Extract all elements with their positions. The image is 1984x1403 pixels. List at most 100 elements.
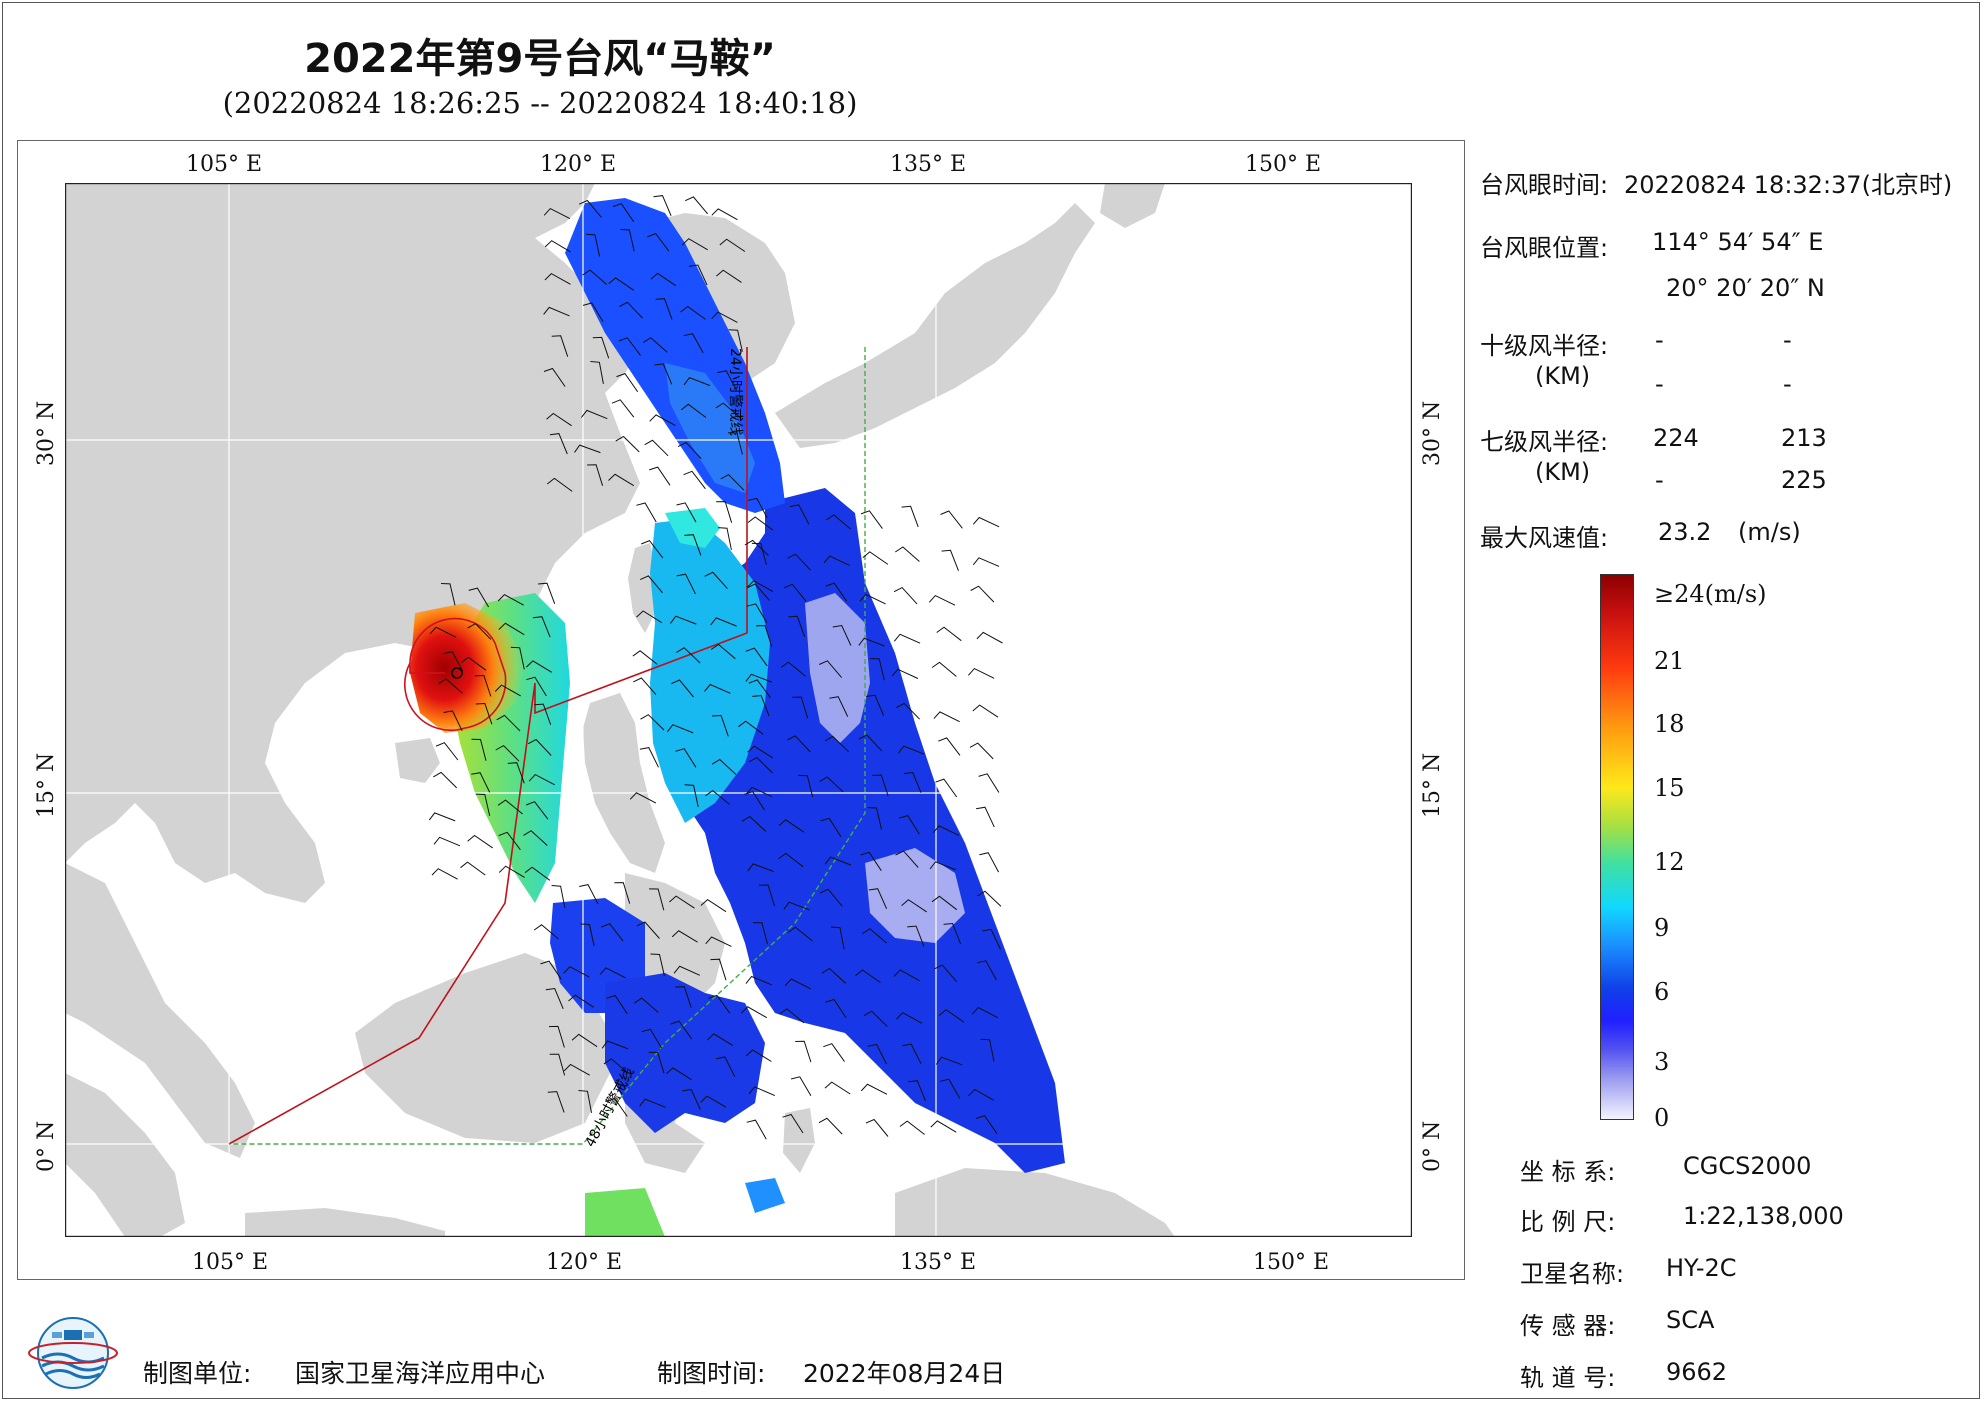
wind-barb [728, 329, 743, 352]
wind-barb [933, 964, 958, 983]
wind-barb [747, 745, 774, 759]
wind-barb [544, 272, 571, 285]
wind-barb [649, 466, 671, 486]
swath-east-teal [650, 518, 770, 823]
wind-barb [540, 960, 562, 980]
wind-barb [783, 901, 810, 911]
legend-label-9: 9 [1654, 914, 1670, 942]
wind-barb [670, 1020, 693, 1040]
wind-barb [747, 580, 774, 593]
wind-barb [893, 633, 921, 644]
swath-east-pale-lower [865, 848, 965, 943]
land-halmahera [783, 1108, 815, 1173]
wind-barb [982, 928, 1001, 950]
wind-barb [932, 825, 960, 836]
wind-barb [745, 786, 773, 798]
wind-barb [896, 1012, 923, 1024]
wind-barb [587, 464, 604, 486]
swath-north-light [665, 363, 755, 493]
wind-barb [563, 1063, 590, 1076]
wind-barb [867, 1043, 887, 1065]
wind-barb [682, 1088, 701, 1110]
wind-barb [700, 898, 727, 913]
wind-barb [715, 1056, 736, 1077]
wind-barb [898, 815, 920, 835]
wind-barb [680, 305, 706, 320]
max-wind-value: 23.2 [1658, 518, 1712, 546]
map-date-label: 制图时间: [657, 1359, 766, 1388]
land-japan [775, 203, 1095, 448]
wind-barb [644, 439, 669, 457]
wind-barb [862, 928, 887, 944]
warning-line-24h-label: 24小时警戒线 [727, 348, 743, 436]
wind-barb [580, 923, 595, 947]
wind-barb [968, 667, 995, 679]
wind-barb [866, 694, 885, 716]
wind-barb [705, 936, 732, 947]
r10-label: 十级风半径: [1480, 332, 1609, 360]
wind-barb [823, 555, 850, 566]
wind-barb [655, 298, 673, 320]
wind-barb [438, 678, 463, 694]
land-japan-hokkaido [1100, 183, 1165, 228]
wind-barb [858, 637, 885, 647]
wind-barb [543, 306, 570, 317]
wind-barb [636, 502, 657, 523]
wind-barb [976, 631, 1003, 644]
legend-label-21: 21 [1654, 647, 1685, 675]
wind-barb [669, 895, 695, 909]
wind-barb [665, 1067, 692, 1081]
map-title: 2022年第9号台风“马鞍” [304, 36, 776, 82]
wind-barb [708, 994, 731, 1014]
wind-barb [545, 987, 564, 1009]
wind-barb [546, 477, 573, 492]
lat-label-left-30: 30° N [34, 400, 59, 466]
eye-position-lat: 20° 20′ 20″ N [1666, 274, 1825, 302]
wind-barb [549, 433, 568, 455]
swath-typhoon-core [410, 603, 525, 733]
r10-value-ne: - [1655, 326, 1664, 354]
wind-barb [968, 1088, 995, 1101]
wind-barb [819, 776, 844, 793]
wind-barb [938, 737, 961, 756]
wind-barb [683, 333, 704, 354]
wind-barb [683, 376, 711, 387]
wind-barb [976, 960, 997, 981]
wind-barb [475, 793, 491, 817]
wind-barb [820, 817, 842, 838]
wind-barb [683, 470, 706, 490]
scale-label: 比 例 尺: [1520, 1208, 1616, 1236]
wind-barb [677, 441, 702, 459]
wind-barb [895, 850, 919, 868]
wind-barb [908, 1080, 926, 1102]
wind-barb [787, 553, 811, 571]
wind-barb [896, 702, 920, 720]
wind-barb [978, 773, 1000, 793]
max-wind-unit: (m/s) [1738, 518, 1801, 546]
wind-barb [972, 704, 999, 718]
lat-label-right-30: 30° N [1420, 400, 1445, 466]
wind-barb [700, 1095, 727, 1108]
wind-barb [551, 335, 569, 357]
wind-barb [751, 542, 767, 565]
wind-barb [872, 774, 889, 797]
wind-barb [779, 1008, 805, 1024]
wind-barb [704, 683, 731, 694]
wind-barb [649, 414, 676, 426]
wind-barb [650, 272, 677, 287]
wind-barb [824, 856, 852, 866]
wind-barb [759, 884, 775, 907]
wind-barb [534, 703, 552, 725]
wind-barb [858, 734, 883, 752]
wind-barb [433, 836, 461, 847]
wind-barb [865, 1118, 889, 1137]
wind-barb [592, 336, 610, 359]
wind-barb [748, 679, 771, 698]
wind-barb [738, 720, 764, 735]
wind-barb [907, 925, 925, 947]
wind-barb [938, 1009, 965, 1023]
wind-barb [862, 551, 889, 565]
land-indochina [65, 863, 255, 1158]
wind-barb [507, 762, 525, 784]
